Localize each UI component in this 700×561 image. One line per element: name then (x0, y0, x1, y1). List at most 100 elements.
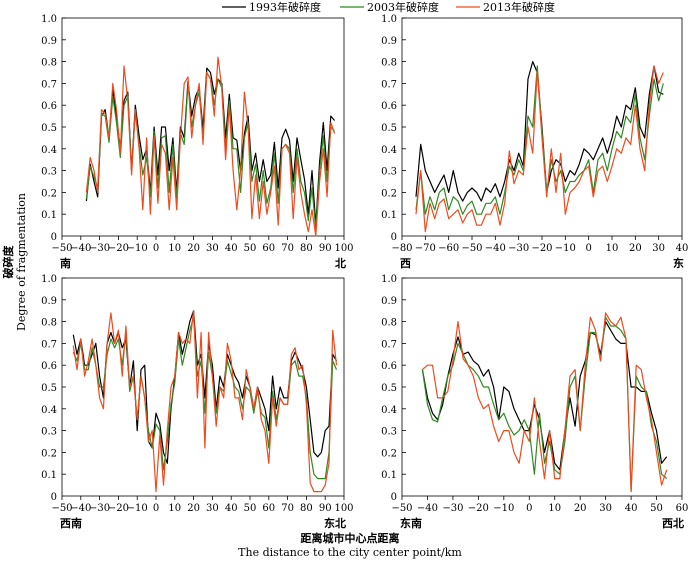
x-tick-label: −40 (485, 243, 506, 254)
panel-west-east: 0 0.1 0.2 0.3 0.4 0.5 0.6 0.7 0.8 0.9 1.0 −80 −70 −60… (381, 14, 688, 270)
x-tick-label: −10 (493, 503, 514, 514)
direction-label-left: 西 (400, 257, 411, 270)
x-tick-label: −20 (531, 243, 552, 254)
x-tick-label: 10 (548, 503, 561, 514)
x-tick-label: −30 (442, 503, 463, 514)
x-tick-label: 20 (629, 243, 642, 254)
y-tick-label: 0.4 (381, 405, 397, 416)
x-tick-label: −50 (461, 243, 482, 254)
x-tick-label: −10 (127, 503, 148, 514)
y-tick-label: 0.9 (381, 296, 397, 307)
y-tick-label: 0.3 (41, 427, 57, 438)
x-tick-label: −50 (51, 503, 72, 514)
y-tick-label: 0.9 (41, 36, 57, 47)
series-line-1993 (85, 67, 336, 226)
x-tick-label: −30 (508, 243, 529, 254)
direction-label-left: 西南 (60, 516, 82, 530)
y-tick-label: 0.4 (41, 145, 57, 156)
x-tick-label: 10 (168, 243, 181, 254)
x-axis-title-en: The distance to the city center point/km (238, 546, 462, 559)
x-tick-label: 30 (652, 243, 665, 254)
direction-label-right: 北 (335, 256, 346, 270)
y-tick-label: 0.7 (41, 79, 57, 90)
series-line-2013 (422, 312, 668, 493)
x-tick-label: 50 (244, 243, 257, 254)
x-tick-label: 30 (599, 503, 612, 514)
x-tick-label: 100 (334, 503, 353, 514)
panel-southwest-northeast: 0 0.1 0.2 0.3 0.4 0.5 0.6 0.7 0.8 0.9 1.0 −50−40−30… (41, 274, 353, 530)
direction-label-right: 东 (673, 256, 684, 270)
x-tick-label: 0 (153, 243, 159, 254)
x-tick-label: −50 (51, 243, 72, 254)
x-tick-label: 60 (676, 503, 689, 514)
y-tick-label: 0 (51, 232, 57, 243)
y-axis-title-cn: 破碎度 (1, 245, 15, 279)
direction-label-right: 西北 (662, 516, 684, 530)
x-tick-label: −10 (555, 243, 576, 254)
series-line-2003 (415, 65, 664, 215)
x-tick-label: −60 (438, 243, 459, 254)
x-tick-label: −40 (70, 503, 91, 514)
legend-label-1993: 1993年破碎度 (249, 0, 321, 14)
x-tick-label: −30 (89, 243, 110, 254)
y-tick-label: 0.7 (41, 339, 57, 350)
y-axis-title: 破碎度 Degree of fragmentation (1, 193, 28, 331)
direction-label-left: 南 (60, 256, 71, 270)
y-tick-label: 0.8 (41, 318, 57, 329)
series-line-2003 (85, 71, 336, 231)
y-tick-label: 0.2 (381, 448, 397, 459)
y-tick-label: 0.2 (381, 188, 397, 199)
panel-south-north: 0 0.1 0.2 0.3 0.4 0.5 0.6 0.7 0.8 0.9 1.0 −50−40−30… (41, 14, 353, 270)
x-tick-label: −40 (417, 503, 438, 514)
legend: 1993年破碎度 2003年破碎度 2013年破碎度 (222, 0, 555, 14)
legend-label-2013: 2013年破碎度 (483, 0, 555, 14)
x-tick-label: 60 (262, 243, 275, 254)
panel-southeast-northwest: 0 0.1 0.2 0.3 0.4 0.5 0.6 0.7 0.8 0.9 1.0 −50 −40 −30… (381, 274, 688, 530)
direction-label-right: 东北 (324, 516, 346, 530)
y-axis-title-en: Degree of fragmentation (15, 193, 28, 331)
y-tick-label: 0.3 (381, 167, 397, 178)
x-tick-label: 40 (676, 243, 689, 254)
y-tick-label: 0.6 (41, 361, 57, 372)
y-tick-label: 0.6 (381, 361, 397, 372)
y-tick-label: 0.5 (381, 123, 397, 134)
y-tick-label: 0.5 (41, 383, 57, 394)
x-tick-label: 80 (300, 503, 313, 514)
series-line-2013 (72, 310, 338, 493)
series-line-2013 (415, 65, 664, 233)
y-tick-label: 0.2 (41, 188, 57, 199)
x-tick-label: 40 (225, 503, 238, 514)
x-tick-label: 20 (574, 503, 587, 514)
y-tick-label: 0.7 (381, 79, 397, 90)
y-tick-label: 0.8 (41, 58, 57, 69)
y-tick-label: 0.4 (381, 145, 397, 156)
x-tick-label: −80 (391, 243, 412, 254)
x-tick-label: 90 (319, 503, 332, 514)
y-tick-label: 0.2 (41, 448, 57, 459)
y-tick-label: 0 (51, 492, 57, 503)
y-tick-label: 0.1 (41, 210, 57, 221)
x-tick-label: 80 (300, 243, 313, 254)
y-tick-label: 0 (391, 492, 397, 503)
x-tick-label: 40 (625, 503, 638, 514)
x-tick-label: 10 (168, 503, 181, 514)
y-tick-label: 0.5 (381, 383, 397, 394)
direction-label-left: 东南 (400, 516, 422, 530)
x-tick-label: 40 (225, 243, 238, 254)
y-tick-label: 0.9 (41, 296, 57, 307)
x-tick-label: 50 (650, 503, 663, 514)
x-tick-label: −20 (468, 503, 489, 514)
x-tick-label: −30 (89, 503, 110, 514)
x-tick-label: −20 (108, 243, 129, 254)
series-line-1993 (415, 60, 664, 202)
x-tick-label: 0 (585, 243, 591, 254)
y-tick-label: 0.9 (381, 36, 397, 47)
x-tick-label: 60 (262, 503, 275, 514)
x-tick-label: 70 (281, 503, 294, 514)
x-tick-label: −20 (108, 503, 129, 514)
y-tick-label: 0.1 (381, 470, 397, 481)
x-tick-label: 30 (206, 503, 219, 514)
y-tick-label: 0.4 (41, 405, 57, 416)
y-tick-label: 0 (391, 232, 397, 243)
